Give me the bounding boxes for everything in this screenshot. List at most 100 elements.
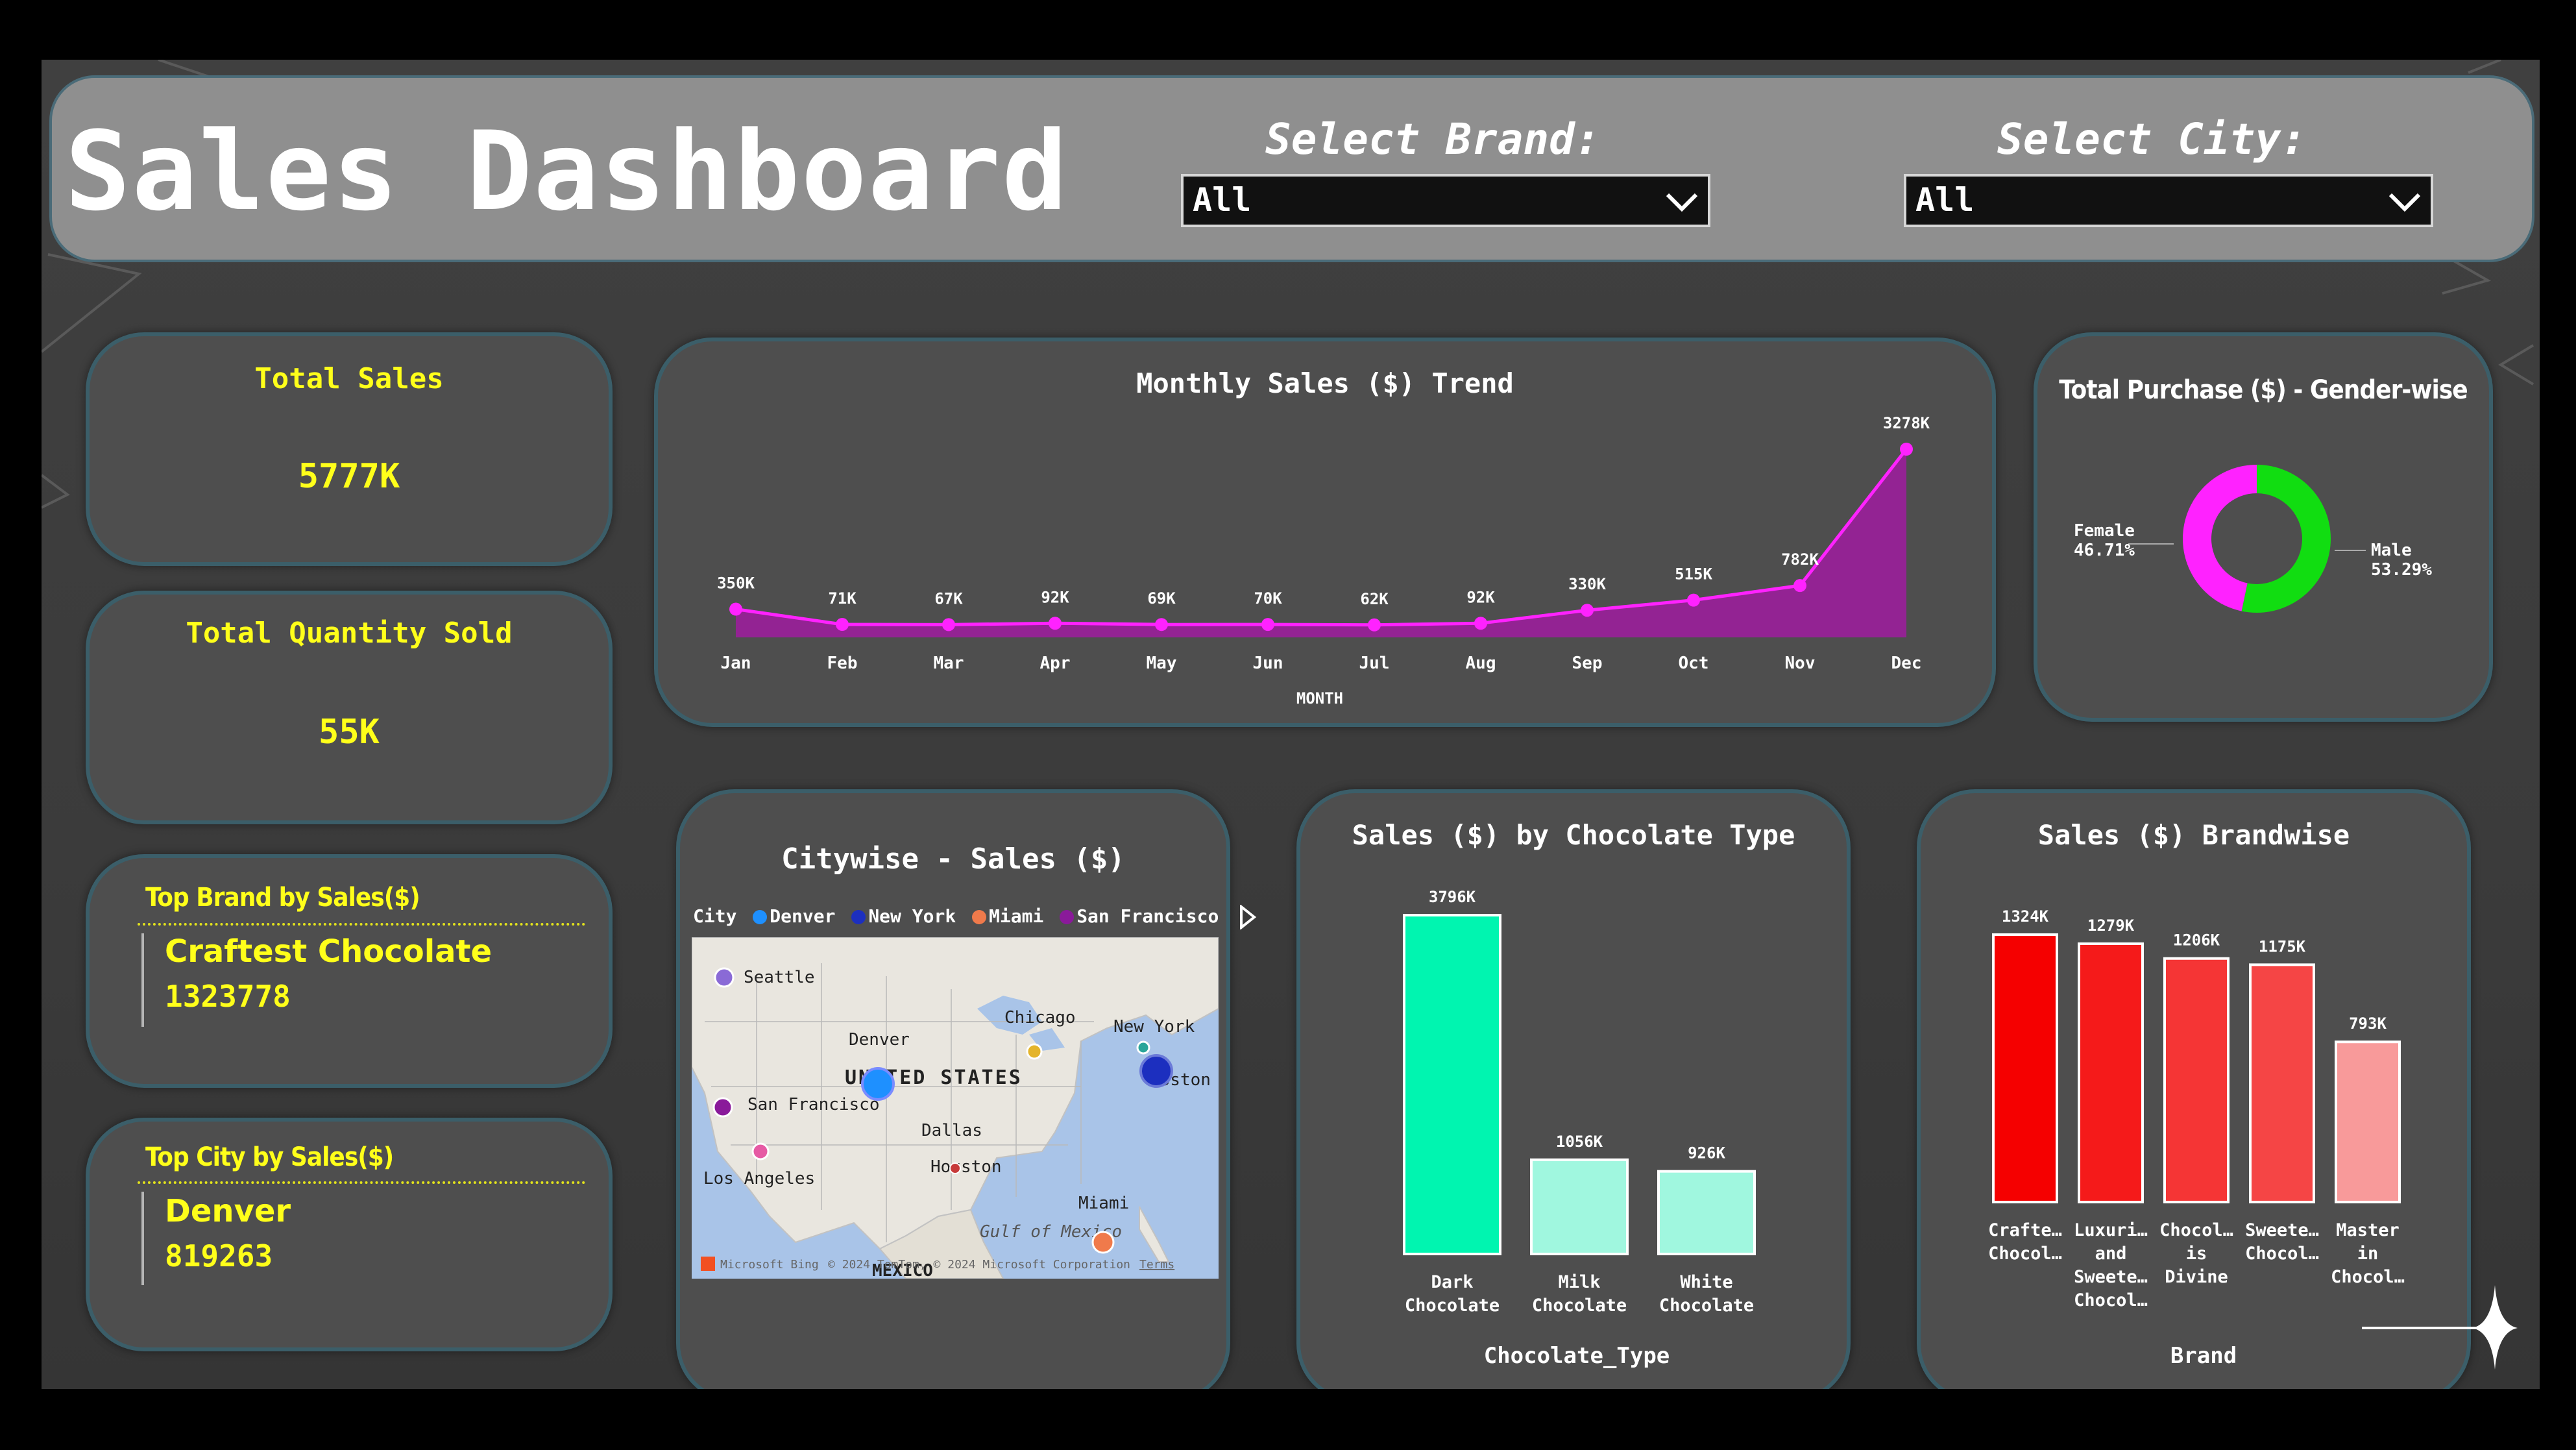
x-tick-label: Sweete… (2074, 1267, 2148, 1287)
page-title: Sales Dashboard (65, 108, 1069, 235)
svg-text:Terms: Terms (1139, 1258, 1174, 1272)
male-slice[interactable] (2241, 465, 2331, 613)
chevron-down-icon (2388, 193, 2421, 212)
total-sales-value: 5777K (298, 457, 400, 496)
x-tick-label: Milk (1558, 1272, 1600, 1292)
trend-data-label: 3278K (1883, 414, 1930, 432)
map-legend: City Denver New York Miami San Francisco (693, 903, 1257, 931)
trend-data-label: 782K (1781, 550, 1819, 569)
city-slicer-label: Select City: (1997, 114, 2307, 164)
brand-bar[interactable] (2249, 963, 2315, 1203)
trend-point[interactable] (942, 618, 955, 632)
svg-text:MEXICO: MEXICO (872, 1261, 933, 1279)
top-brand-card: Top Brand by Sales($) Craftest Chocolate… (86, 854, 613, 1088)
trend-data-label: 67K (934, 589, 963, 608)
trend-x-tick-label: Dec (1891, 654, 1922, 673)
legend-item-denver[interactable]: Denver (770, 905, 836, 927)
svg-text:© 2024 TomTom, © 2024 Microsof: © 2024 TomTom, © 2024 Microsoft Corporat… (828, 1258, 1130, 1272)
trend-point[interactable] (729, 602, 742, 616)
chocolate-bar[interactable] (1530, 1158, 1629, 1255)
monthly-trend-card: Monthly Sales ($) Trend 350K Jan 71K Feb 67K… (654, 338, 1996, 727)
x-tick-label: Chocol… (2074, 1290, 2148, 1310)
city-bubble-san-francisco[interactable] (712, 1097, 733, 1118)
dashboard-canvas: Sales Dashboard Select Brand: All Select… (42, 60, 2540, 1389)
x-tick-label: White (1680, 1272, 1732, 1292)
trend-point[interactable] (1049, 617, 1062, 630)
trend-point[interactable] (1474, 617, 1487, 630)
trend-point[interactable] (1793, 579, 1806, 593)
gender-card: Total Purchase ($) - Gender-wise Female … (2034, 332, 2493, 722)
x-tick-label: Divine (2165, 1267, 2228, 1287)
city-bubble-miami[interactable] (1091, 1231, 1115, 1254)
x-tick-label: Chocolate (1405, 1296, 1500, 1316)
chevron-down-icon (1666, 193, 1698, 212)
city-bubble-seattle[interactable] (714, 967, 735, 988)
chocolate-bar[interactable] (1657, 1170, 1756, 1255)
trend-data-label: 70K (1254, 589, 1282, 608)
sparkle-icon (2362, 1285, 2518, 1370)
trend-line (735, 448, 1908, 627)
city-bubble-houston[interactable] (949, 1162, 961, 1174)
svg-text:Microsoft Bing: Microsoft Bing (720, 1258, 819, 1272)
city-map[interactable]: Seattle Chicago New York Denver UNITED S… (692, 937, 1219, 1279)
top-city-value: 819263 (165, 1238, 273, 1273)
trend-data-label: 62K (1360, 590, 1389, 608)
city-bubble-new-york-small[interactable] (1136, 1040, 1150, 1055)
svg-text:Houston: Houston (930, 1157, 1002, 1177)
trend-point[interactable] (1687, 593, 1700, 607)
trend-data-label: 92K (1466, 588, 1495, 606)
map-attribution: Microsoft Bing © 2024 TomTom, © 2024 Mic… (701, 1257, 1174, 1272)
female-slice[interactable] (2183, 465, 2257, 611)
trend-point[interactable] (1155, 618, 1168, 632)
trend-point[interactable] (1900, 443, 1913, 456)
city-bubble-chicago[interactable] (1026, 1043, 1043, 1060)
trend-point[interactable] (1368, 618, 1381, 632)
svg-text:Miami: Miami (1078, 1194, 1129, 1213)
trend-point[interactable] (836, 618, 849, 632)
trend-x-axis-title: MONTH (1296, 689, 1343, 707)
top-city-card: Top City by Sales($) Denver 819263 (86, 1118, 613, 1351)
legend-item-new-york[interactable]: New York (868, 905, 956, 927)
map-labels: Seattle Chicago New York Denver UNITED S… (703, 968, 1211, 1279)
trend-point[interactable] (1581, 604, 1594, 617)
city-dropdown[interactable]: All (1904, 174, 2433, 227)
trend-x-tick-label: Mar (934, 654, 964, 673)
x-tick-label: and (2095, 1244, 2127, 1264)
brand-bar[interactable] (2078, 942, 2144, 1203)
brand-bar-data-label: 1206K (2173, 931, 2220, 950)
x-tick-label: Chocol… (2331, 1267, 2405, 1287)
x-tick-label: Chocolate (1532, 1296, 1627, 1316)
divider (138, 1181, 585, 1184)
legend-dot (851, 910, 866, 924)
legend-item-miami[interactable]: Miami (989, 905, 1044, 927)
brand-bar[interactable] (2335, 1040, 2401, 1203)
state-borders (705, 963, 1094, 1242)
chocolate-bar[interactable] (1403, 914, 1501, 1255)
background-decoration (42, 60, 2534, 509)
brandwise-x-axis-title: Brand (2170, 1343, 2237, 1369)
accent-bar (141, 1192, 144, 1285)
x-tick-label: Chocol… (2159, 1220, 2233, 1240)
chocolate-type-chart: 3796K Dark Chocolate 1056K Milk Chocolate 926K… (1403, 888, 1756, 1369)
legend-item-san-francisco[interactable]: San Francisco (1076, 905, 1219, 927)
svg-text:New York: New York (1113, 1017, 1195, 1037)
trend-x-tick-label: Jan (721, 654, 751, 673)
brand-bar-data-label: 1279K (2087, 916, 2135, 935)
brand-bar-data-label: 793K (2349, 1014, 2387, 1033)
total-quantity-card: Total Quantity Sold 55K (86, 591, 613, 824)
accent-bar (141, 933, 144, 1027)
trend-point[interactable] (1261, 618, 1274, 632)
chocolate-bar-data-label: 926K (1688, 1144, 1725, 1162)
city-bubble-denver[interactable] (861, 1067, 895, 1101)
x-tick-label: Chocolate (1659, 1296, 1754, 1316)
brand-bar[interactable] (2163, 957, 2230, 1204)
chocolate-bar-data-label: 1056K (1556, 1133, 1603, 1151)
brand-dropdown[interactable]: All (1181, 174, 1710, 227)
brand-bar[interactable] (1992, 933, 2058, 1203)
map-title: Citywise - Sales ($) (781, 842, 1125, 876)
header-bar: Sales Dashboard Select Brand: All Select… (49, 75, 2534, 262)
chocolate-type-card: Sales ($) by Chocolate Type 3796K Dark Cho… (1296, 789, 1851, 1389)
legend-next-icon[interactable] (1239, 903, 1257, 931)
city-bubble-new-york[interactable] (1139, 1054, 1173, 1088)
city-bubble-los-angeles[interactable] (751, 1142, 770, 1161)
